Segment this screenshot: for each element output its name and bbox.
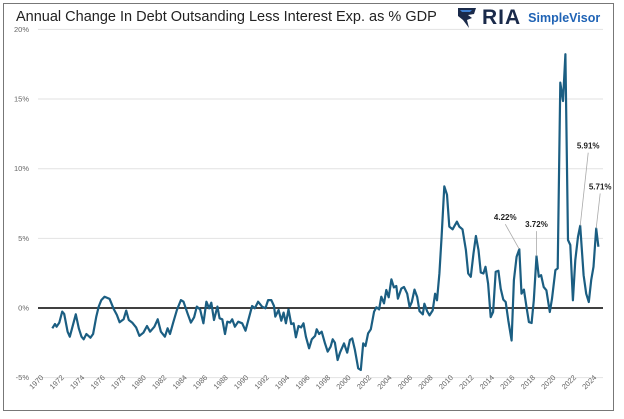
x-tick-label: 1992 (253, 373, 271, 391)
x-tick-label: 1978 (109, 373, 127, 391)
x-tick-label: 2014 (478, 373, 496, 391)
x-tick-label: 1970 (27, 373, 45, 391)
y-tick-label: 15% (14, 95, 29, 104)
x-tick-label: 2004 (375, 373, 393, 391)
x-tick-label: 1988 (212, 373, 230, 391)
annotation-leader (595, 193, 601, 229)
x-tick-label: 2024 (580, 373, 598, 391)
y-tick-label: 0% (18, 304, 29, 313)
x-tick-label: 1974 (68, 373, 86, 391)
y-tick-label: 20% (14, 25, 29, 34)
x-tick-label: 1990 (232, 373, 250, 391)
x-tick-label: 2018 (519, 373, 537, 391)
x-tick-label: 1982 (150, 373, 168, 391)
chart-frame (3, 3, 614, 411)
x-tick-label: 1986 (191, 373, 209, 391)
annotation-label: 4.22% (494, 213, 517, 222)
chart-title: Annual Change In Debt Outsanding Less In… (16, 9, 437, 25)
brand-logo: RIA SimpleVisor (456, 6, 600, 30)
x-tick-label: 2006 (396, 373, 414, 391)
annotation-label: 3.72% (525, 220, 548, 229)
y-tick-label: -5% (16, 373, 30, 382)
x-tick-label: 2020 (539, 373, 557, 391)
y-tick-label: 10% (14, 164, 29, 173)
x-tick-label: 2008 (416, 373, 434, 391)
brand-product: SimpleVisor (528, 11, 601, 25)
x-tick-label: 2016 (498, 373, 516, 391)
eagle-logo-icon (458, 8, 476, 28)
x-tick-label: 1998 (314, 373, 332, 391)
annotation-label: 5.71% (589, 182, 612, 191)
annotation-leader (504, 224, 520, 250)
annotation-label: 5.91% (577, 142, 600, 151)
x-tick-label: 1976 (89, 373, 107, 391)
y-tick-label: 5% (18, 234, 29, 243)
x-tick-label: 1994 (273, 373, 291, 391)
x-tick-label: 1980 (130, 373, 148, 391)
x-tick-label: 2012 (457, 373, 475, 391)
x-tick-label: 1972 (48, 373, 66, 391)
x-tick-label: 2022 (560, 373, 578, 391)
x-tick-label: 2002 (355, 373, 373, 391)
x-tick-label: 1984 (171, 373, 189, 391)
brand-name: RIA (482, 6, 522, 29)
series-line (51, 53, 600, 372)
annotation-leader (579, 152, 589, 226)
x-tick-label: 2000 (334, 373, 352, 391)
x-tick-label: 2010 (437, 373, 455, 391)
x-tick-label: 1996 (294, 373, 312, 391)
